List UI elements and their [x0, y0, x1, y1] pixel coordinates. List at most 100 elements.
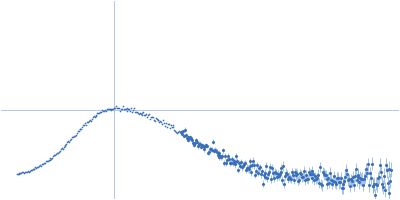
Point	[95, 112, 102, 115]
Point	[69, 136, 75, 139]
Point	[83, 124, 89, 127]
Point	[160, 118, 166, 121]
Point	[172, 130, 178, 133]
Point	[125, 107, 132, 110]
Point	[61, 145, 68, 148]
Point	[60, 145, 67, 148]
Point	[47, 157, 54, 160]
Point	[103, 109, 109, 113]
Point	[84, 120, 90, 124]
Point	[77, 127, 84, 131]
Point	[24, 170, 30, 173]
Point	[99, 109, 105, 112]
Point	[17, 172, 24, 175]
Point	[136, 113, 142, 116]
Point	[168, 125, 175, 129]
Point	[49, 156, 56, 159]
Point	[92, 114, 99, 118]
Point	[116, 107, 122, 110]
Point	[58, 147, 64, 151]
Point	[168, 124, 174, 127]
Point	[78, 127, 85, 130]
Point	[174, 131, 180, 134]
Point	[19, 171, 26, 174]
Point	[31, 167, 38, 171]
Point	[62, 144, 69, 147]
Point	[104, 107, 111, 110]
Point	[46, 158, 53, 161]
Point	[147, 117, 153, 121]
Point	[140, 110, 147, 113]
Point	[133, 111, 139, 114]
Point	[44, 160, 51, 163]
Point	[90, 116, 96, 119]
Point	[110, 107, 116, 111]
Point	[53, 152, 59, 156]
Point	[63, 142, 70, 145]
Point	[148, 115, 154, 118]
Point	[74, 130, 81, 133]
Point	[90, 114, 97, 117]
Point	[139, 113, 146, 116]
Point	[38, 164, 44, 167]
Point	[60, 147, 66, 150]
Point	[134, 110, 140, 113]
Point	[146, 113, 152, 116]
Point	[162, 125, 168, 128]
Point	[165, 123, 171, 126]
Point	[86, 119, 92, 123]
Point	[111, 107, 118, 110]
Point	[70, 136, 76, 139]
Point	[58, 147, 65, 150]
Point	[57, 149, 63, 152]
Point	[128, 107, 134, 110]
Point	[16, 171, 23, 175]
Point	[44, 160, 50, 163]
Point	[152, 117, 159, 120]
Point	[26, 170, 32, 173]
Point	[142, 114, 148, 117]
Point	[25, 169, 31, 173]
Point	[164, 125, 170, 128]
Point	[39, 163, 45, 166]
Point	[156, 121, 162, 124]
Point	[100, 110, 106, 113]
Point	[127, 110, 134, 113]
Point	[166, 122, 172, 126]
Point	[65, 140, 72, 143]
Point	[88, 117, 95, 120]
Point	[177, 131, 183, 134]
Point	[87, 118, 93, 122]
Point	[21, 171, 27, 174]
Point	[71, 135, 77, 138]
Point	[106, 107, 112, 110]
Point	[54, 152, 60, 155]
Point	[66, 140, 72, 143]
Point	[79, 125, 86, 129]
Point	[64, 141, 70, 144]
Point	[129, 111, 135, 114]
Point	[114, 106, 120, 110]
Point	[41, 162, 47, 165]
Point	[152, 119, 158, 122]
Point	[76, 128, 83, 131]
Point	[51, 154, 58, 157]
Point	[32, 166, 39, 169]
Point	[154, 118, 161, 121]
Point	[48, 157, 54, 160]
Point	[96, 112, 102, 115]
Point	[30, 168, 37, 171]
Point	[175, 130, 181, 133]
Point	[155, 118, 162, 122]
Point	[137, 113, 144, 116]
Point	[28, 169, 35, 172]
Point	[157, 120, 164, 123]
Point	[115, 106, 121, 110]
Point	[145, 114, 151, 117]
Point	[159, 122, 165, 125]
Point	[150, 115, 156, 118]
Point	[81, 124, 88, 127]
Point	[15, 172, 22, 175]
Point	[55, 151, 61, 155]
Point	[169, 125, 176, 128]
